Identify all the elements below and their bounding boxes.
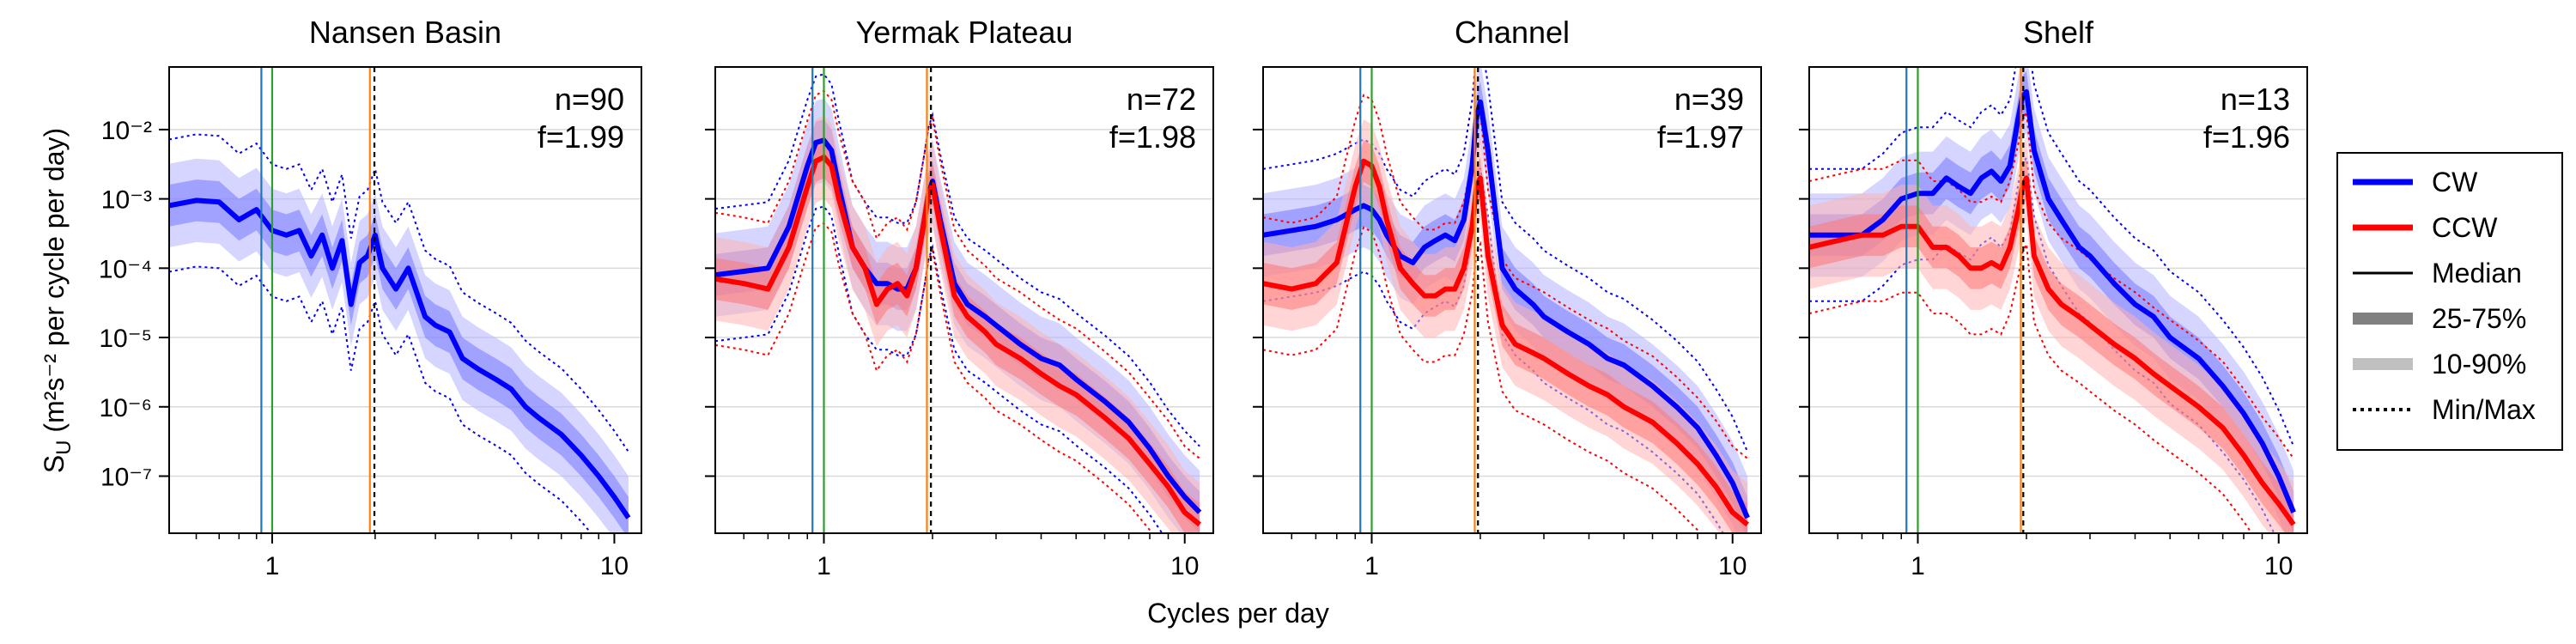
plot-area-nansen-basin bbox=[169, 133, 631, 533]
axes-frame-shelf bbox=[1808, 66, 2308, 534]
max-line-ccw bbox=[1809, 108, 2294, 459]
axes-frame-yermak-plateau bbox=[714, 66, 1214, 534]
min-line-cw bbox=[169, 265, 592, 533]
panel-title-nansen-basin: Nansen Basin bbox=[309, 15, 501, 50]
x-tick-label-shelf: 1 bbox=[1911, 552, 1925, 580]
panel-shelf: Shelf n=13f=1.96 1 10 bbox=[1799, 15, 2308, 580]
legend-label-p10-90: 10-90% bbox=[2432, 349, 2526, 380]
x-tick-label-yermak-plateau: 1 bbox=[817, 552, 831, 580]
legend-label-iqr: 25-75% bbox=[2432, 303, 2526, 334]
legend: CW CCW Median 25-75% 10-90% Min/Max bbox=[2336, 152, 2563, 451]
y-axis-label: SU (m²s⁻² per cycle per day) bbox=[39, 128, 76, 473]
x-tick-label-shelf: 10 bbox=[2264, 552, 2293, 580]
y-tick-label-nansen-basin: 10⁻⁶ bbox=[99, 394, 152, 422]
band-p10-90-ccw bbox=[715, 115, 1200, 533]
x-tick-label-yermak-plateau: 10 bbox=[1170, 552, 1199, 580]
legend-label-minmax: Min/Max bbox=[2432, 394, 2536, 425]
min-line-ccw bbox=[1809, 240, 2253, 533]
x-tick-label-nansen-basin: 1 bbox=[265, 552, 280, 580]
axes-frame-nansen-basin bbox=[168, 66, 642, 534]
band-p25-75-ccw bbox=[1263, 140, 1748, 533]
panel-nansen-basin: Nansen Basin n=90f=1.99 1 10 10⁻⁷ 10⁻⁶ 10⁻⁵ 10⁻… bbox=[99, 15, 642, 580]
legend-label-median: Median bbox=[2432, 258, 2522, 289]
annotation-f-nansen-basin: f=1.99 bbox=[538, 119, 624, 155]
x-axis-label: Cycles per day bbox=[1147, 598, 1329, 629]
median-line-cw bbox=[1809, 89, 2296, 513]
x-tick-label-channel: 1 bbox=[1364, 552, 1379, 580]
annotation-f-shelf: f=1.96 bbox=[2203, 119, 2290, 155]
x-tick-label-nansen-basin: 10 bbox=[600, 552, 629, 580]
annotation-n-channel: n=39 bbox=[1674, 82, 1744, 117]
y-tick-label-nansen-basin: 10⁻² bbox=[101, 117, 152, 145]
x-tick-label-channel: 10 bbox=[1718, 552, 1747, 580]
y-tick-label-nansen-basin: 10⁻⁵ bbox=[99, 325, 152, 353]
panel-title-yermak-plateau: Yermak Plateau bbox=[856, 15, 1073, 50]
plot-area-shelf bbox=[1809, 67, 2296, 533]
band-p25-75-cw bbox=[1809, 70, 2294, 533]
annotation-f-yermak-plateau: f=1.98 bbox=[1109, 119, 1196, 155]
panel-title-shelf: Shelf bbox=[2023, 15, 2094, 50]
max-line-cw bbox=[169, 133, 629, 453]
y-tick-label-nansen-basin: 10⁻⁷ bbox=[100, 463, 152, 491]
band-p25-75-ccw bbox=[1809, 157, 2294, 533]
y-tick-label-nansen-basin: 10⁻⁴ bbox=[99, 255, 152, 283]
legend-label-cw: CW bbox=[2432, 167, 2478, 197]
panel-channel: Channel n=39f=1.97 1 10 bbox=[1253, 15, 1762, 580]
legend-label-ccw: CCW bbox=[2432, 212, 2498, 243]
annotation-n-yermak-plateau: n=72 bbox=[1127, 82, 1196, 117]
panels-container: Nansen Basin n=90f=1.99 1 10 10⁻⁷ 10⁻⁶ 10⁻⁵ 10⁻… bbox=[99, 15, 2308, 580]
median-line-ccw bbox=[1809, 175, 2296, 526]
panel-yermak-plateau: Yermak Plateau n=72f=1.98 1 10 bbox=[705, 15, 1214, 580]
annotation-n-shelf: n=13 bbox=[2221, 82, 2290, 117]
annotation-f-channel: f=1.97 bbox=[1657, 119, 1744, 155]
panel-title-channel: Channel bbox=[1455, 15, 1570, 50]
band-p25-75-cw bbox=[169, 179, 629, 533]
legend-frame bbox=[2336, 152, 2563, 451]
median-line-cw bbox=[169, 197, 631, 519]
max-line-cw bbox=[1809, 67, 2295, 447]
y-tick-label-nansen-basin: 10⁻³ bbox=[101, 186, 152, 215]
axes-frame-channel bbox=[1262, 66, 1762, 534]
annotation-n-nansen-basin: n=90 bbox=[555, 82, 624, 117]
